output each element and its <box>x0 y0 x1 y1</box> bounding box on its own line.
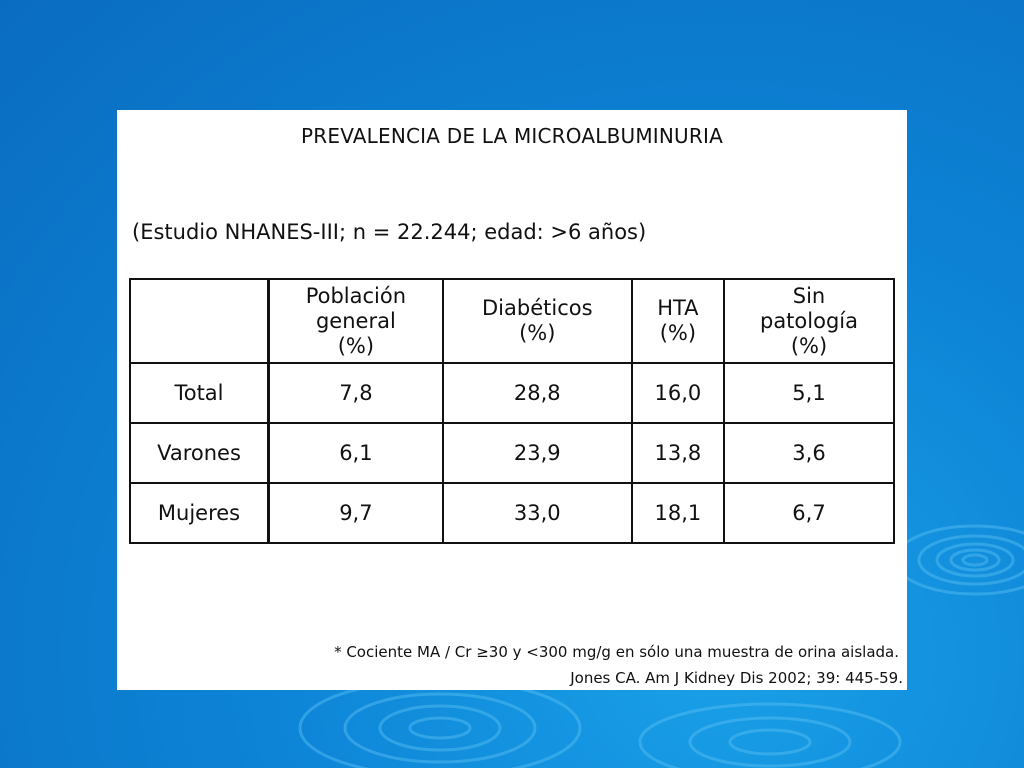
row-label: Varones <box>129 422 270 484</box>
table-row-mujeres: Mujeres 9,7 33,0 18,1 6,7 <box>129 482 896 544</box>
column-header-line: (%) <box>659 321 697 345</box>
table-cell: 5,1 <box>722 362 896 424</box>
column-header-line: Población <box>305 283 407 308</box>
column-header-line: Diabéticos <box>482 296 593 320</box>
column-header-line: Sin <box>792 283 826 308</box>
column-header-line: (%) <box>790 333 828 358</box>
table-row-varones: Varones 6,1 23,9 13,8 3,6 <box>129 422 896 484</box>
column-header-line: patología <box>759 308 858 333</box>
column-header-hta: HTA (%) <box>630 278 725 364</box>
column-header-line: (%) <box>337 333 375 358</box>
table-cell: 18,1 <box>630 482 725 544</box>
row-label: Mujeres <box>129 482 270 544</box>
table-cell: 6,1 <box>267 422 444 484</box>
row-label: Total <box>129 362 270 424</box>
table-cell: 23,9 <box>441 422 633 484</box>
table-cell: 7,8 <box>267 362 444 424</box>
table-cell: 16,0 <box>630 362 725 424</box>
study-subtitle: (Estudio NHANES-III; n = 22.244; edad: >… <box>132 220 647 244</box>
table-cell: 28,8 <box>441 362 633 424</box>
table-row-total: Total 7,8 28,8 16,0 5,1 <box>129 362 896 424</box>
citation-reference: Jones CA. Am J Kidney Dis 2002; 39: 445-… <box>570 669 903 687</box>
column-header-diabeticos: Diabéticos (%) <box>441 278 633 364</box>
slide-title: PREVALENCIA DE LA MICROALBUMINURIA <box>301 124 723 148</box>
table-cell: 9,7 <box>267 482 444 544</box>
prevalence-table: Población general (%) Diabéticos (%) HTA… <box>129 278 896 544</box>
table-cell: 6,7 <box>722 482 896 544</box>
footnote: * Cociente MA / Cr ≥30 y <300 mg/g en só… <box>334 643 899 661</box>
table-corner-cell <box>129 278 270 364</box>
column-header-sin-patologia: Sin patología (%) <box>722 278 896 364</box>
column-header-line: general <box>315 308 396 333</box>
column-header-line: (%) <box>519 321 556 345</box>
table-cell: 13,8 <box>630 422 725 484</box>
column-header-line: HTA <box>657 296 699 320</box>
table-cell: 33,0 <box>441 482 633 544</box>
table-header-row: Población general (%) Diabéticos (%) HTA… <box>129 278 896 364</box>
table-cell: 3,6 <box>722 422 896 484</box>
slide-panel: PREVALENCIA DE LA MICROALBUMINURIA (Estu… <box>117 110 907 690</box>
column-header-poblacion: Población general (%) <box>267 278 444 364</box>
